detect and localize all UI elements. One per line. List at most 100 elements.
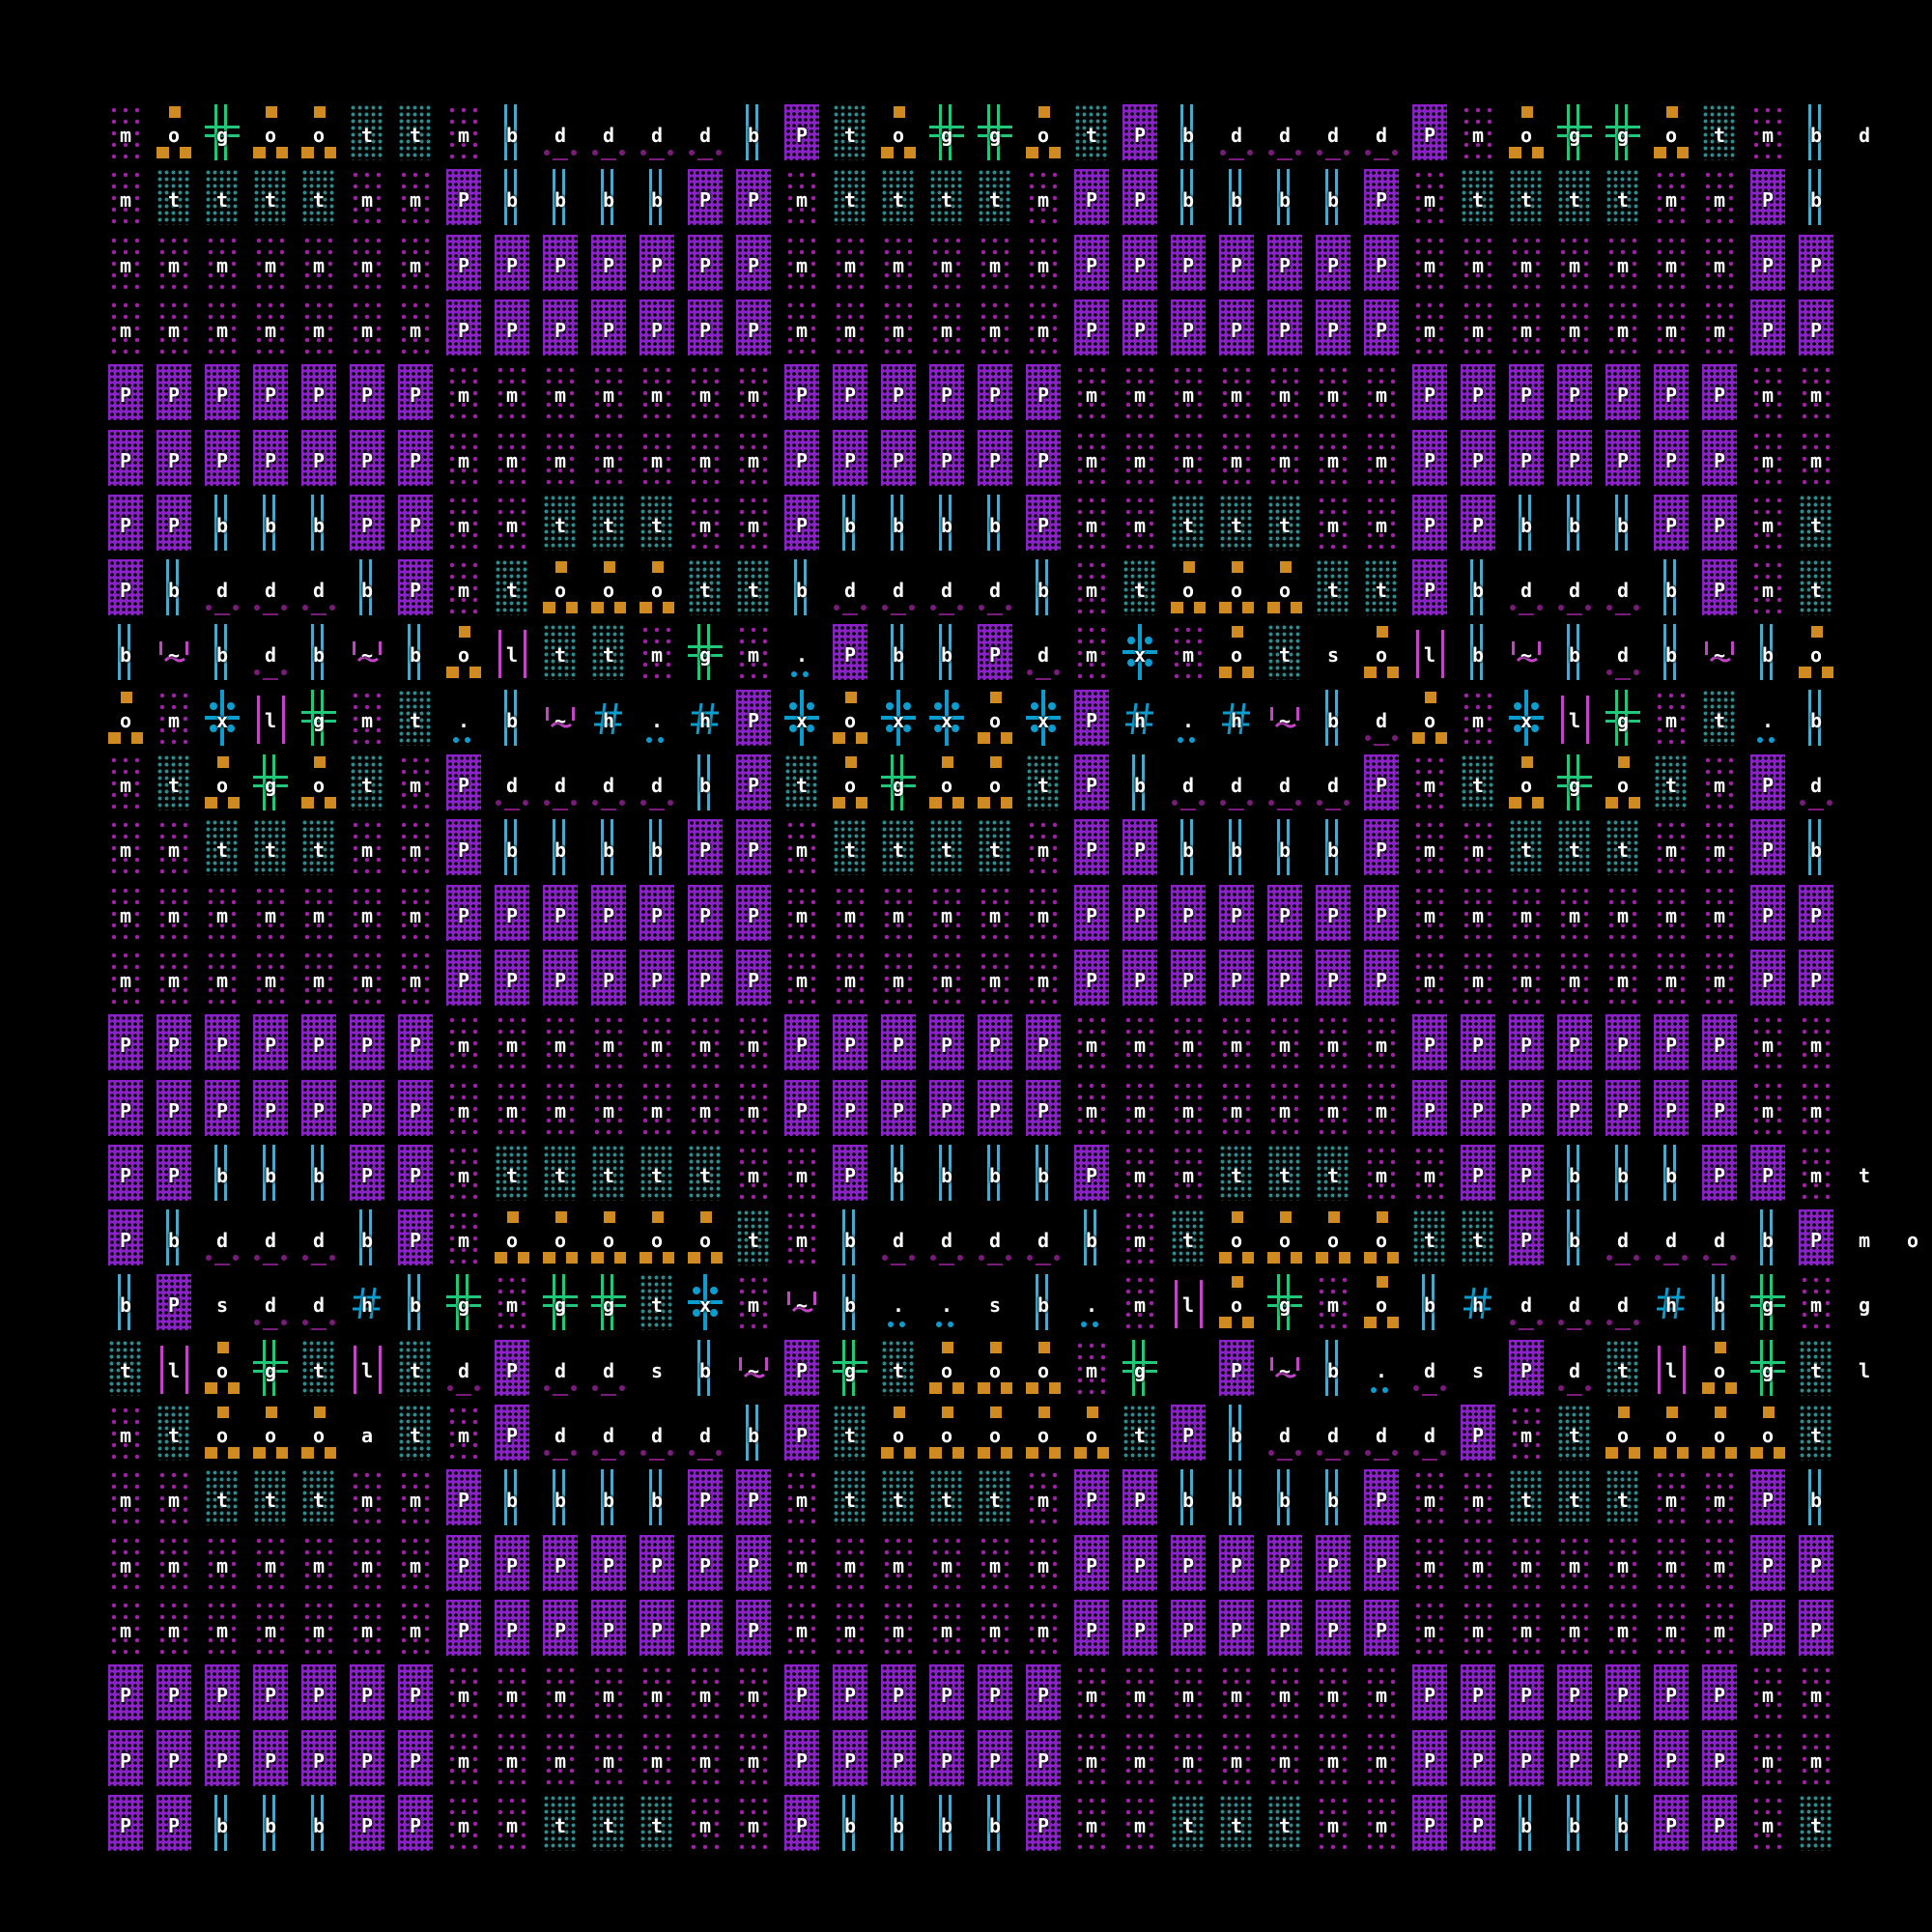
purple-dot-dash-icon: [205, 559, 240, 616]
sparse-magenta-dots-icon: [736, 1729, 771, 1786]
sparse-magenta-dots-icon: [1026, 949, 1061, 1006]
teal-dots-icon: [398, 689, 433, 746]
sparse-magenta-dots-icon: [1122, 429, 1157, 486]
sparse-magenta-dots-icon: [1702, 1534, 1737, 1591]
sparse-magenta-dots-icon: [301, 1534, 336, 1591]
dense-purple-block-icon: [639, 884, 674, 941]
dense-purple-block-icon: [1750, 1469, 1785, 1526]
teal-dots-icon: [1702, 689, 1737, 746]
dense-purple-block-icon: [736, 1599, 771, 1656]
teal-dots-icon: [205, 819, 240, 876]
sparse-magenta-dots-icon: [1654, 819, 1689, 876]
dense-purple-block-icon: [1316, 949, 1350, 1006]
teal-dots-icon: [301, 819, 336, 876]
sparse-magenta-dots-icon: [1074, 1729, 1109, 1786]
sparse-magenta-dots-icon: [446, 1405, 481, 1461]
dense-purple-block-icon: [1605, 429, 1640, 486]
dense-purple-block-icon: [881, 1729, 916, 1786]
sparse-magenta-dots-icon: [543, 429, 578, 486]
blue-double-bar-icon: [1557, 494, 1592, 551]
green-double-cross-icon: [446, 1274, 481, 1331]
dense-purple-block-icon: [108, 1664, 143, 1721]
dense-purple-block-icon: [1509, 1209, 1544, 1266]
sparse-magenta-dots-icon: [301, 234, 336, 291]
dense-purple-block-icon: [978, 1079, 1012, 1136]
sparse-magenta-dots-icon: [784, 949, 819, 1006]
dense-purple-block-icon: [1412, 1014, 1447, 1071]
blue-double-bar-icon: [1316, 169, 1350, 226]
sparse-magenta-dots-icon: [1122, 1079, 1157, 1136]
grid-row-text: omxlgmt.b~h.hPxoxxoxPh.h~bdomxlgmt.b: [120, 708, 1860, 732]
sparse-magenta-dots-icon: [1799, 364, 1833, 421]
dense-purple-block-icon: [1702, 364, 1737, 421]
dense-purple-block-icon: [543, 1599, 578, 1656]
sparse-magenta-dots-icon: [108, 1534, 143, 1591]
dense-purple-block-icon: [978, 1664, 1012, 1721]
sparse-magenta-dots-icon: [1412, 1144, 1447, 1201]
pink-bars-icon: [1412, 624, 1447, 680]
dense-purple-block-icon: [1074, 1144, 1109, 1201]
sparse-magenta-dots-icon: [1122, 1729, 1157, 1786]
sparse-magenta-dots-icon: [591, 1079, 626, 1136]
dense-purple-block-icon: [446, 754, 481, 810]
orange-squares-icon: [1654, 104, 1689, 160]
dense-purple-block-icon: [736, 949, 771, 1006]
sparse-magenta-dots-icon: [398, 754, 433, 810]
dense-purple-block-icon: [688, 298, 723, 355]
sparse-magenta-dots-icon: [784, 819, 819, 876]
sparse-magenta-dots-icon: [1654, 1599, 1689, 1656]
dense-purple-block-icon: [1799, 1599, 1833, 1656]
dense-purple-block-icon: [978, 1014, 1012, 1071]
dense-purple-block-icon: [1219, 1599, 1254, 1656]
sparse-magenta-dots-icon: [543, 1729, 578, 1786]
sparse-magenta-dots-icon: [1557, 234, 1592, 291]
blue-double-bar-icon: [978, 494, 1012, 551]
sparse-magenta-dots-icon: [591, 1664, 626, 1721]
grid-row-text: PPPPPPPmmmmmmmPPPPPPmmmmmmmPPPPPPPmm: [120, 1684, 1860, 1708]
sparse-magenta-dots-icon: [929, 1534, 964, 1591]
purple-dot-dash-icon: [1605, 1274, 1640, 1331]
sparse-magenta-dots-icon: [446, 1209, 481, 1266]
sparse-magenta-dots-icon: [639, 364, 674, 421]
sparse-magenta-dots-icon: [736, 364, 771, 421]
dense-purple-block-icon: [253, 1079, 288, 1136]
dense-purple-block-icon: [1461, 1079, 1495, 1136]
grid-row-text: PPPPPPPmmmmmmmPPPPPPmmmmmmmPPPPPPPmm: [120, 1034, 1860, 1058]
sparse-magenta-dots-icon: [1026, 234, 1061, 291]
blue-double-bar-icon: [253, 1144, 288, 1201]
green-double-cross-icon: [253, 754, 288, 810]
dense-purple-block-icon: [1219, 884, 1254, 941]
blue-double-bar-icon: [1799, 1469, 1833, 1526]
sparse-magenta-dots-icon: [205, 234, 240, 291]
orange-squares-icon: [833, 754, 867, 810]
teal-dots-icon: [1461, 1209, 1495, 1266]
sparse-magenta-dots-icon: [1461, 884, 1495, 941]
sparse-magenta-dots-icon: [1171, 429, 1206, 486]
purple-dot-dash-icon: [1267, 754, 1302, 810]
dense-purple-block-icon: [1605, 1079, 1640, 1136]
purple-dot-dash-icon: [1026, 624, 1061, 681]
dense-purple-block-icon: [398, 1209, 433, 1266]
dense-purple-block-icon: [1026, 1079, 1061, 1136]
dense-purple-block-icon: [398, 494, 433, 551]
sparse-magenta-dots-icon: [495, 494, 529, 551]
sparse-magenta-dots-icon: [929, 234, 964, 291]
blue-double-bar-icon: [398, 624, 433, 681]
sparse-magenta-dots-icon: [446, 364, 481, 421]
sparse-magenta-dots-icon: [1605, 1599, 1640, 1656]
sparse-magenta-dots-icon: [1026, 1599, 1061, 1656]
sparse-magenta-dots-icon: [350, 1534, 384, 1591]
sparse-magenta-dots-icon: [881, 234, 916, 291]
dense-purple-block-icon: [156, 1014, 191, 1071]
dense-purple-block-icon: [1364, 884, 1399, 941]
sparse-magenta-dots-icon: [833, 1534, 867, 1591]
grid-row-text: mmmmmmmPPPPPPPmmmmmmPPPPPPPmmmmmmmPP: [120, 903, 1860, 927]
blue-double-bar-icon: [978, 1794, 1012, 1851]
dense-purple-block-icon: [1074, 884, 1109, 941]
blue-double-bar-icon: [1750, 1209, 1785, 1266]
dense-purple-block-icon: [1026, 1794, 1061, 1851]
dense-purple-block-icon: [1750, 234, 1785, 291]
orange-squares-icon: [1026, 104, 1061, 160]
dense-purple-block-icon: [1461, 1729, 1495, 1786]
dense-purple-block-icon: [1267, 949, 1302, 1006]
